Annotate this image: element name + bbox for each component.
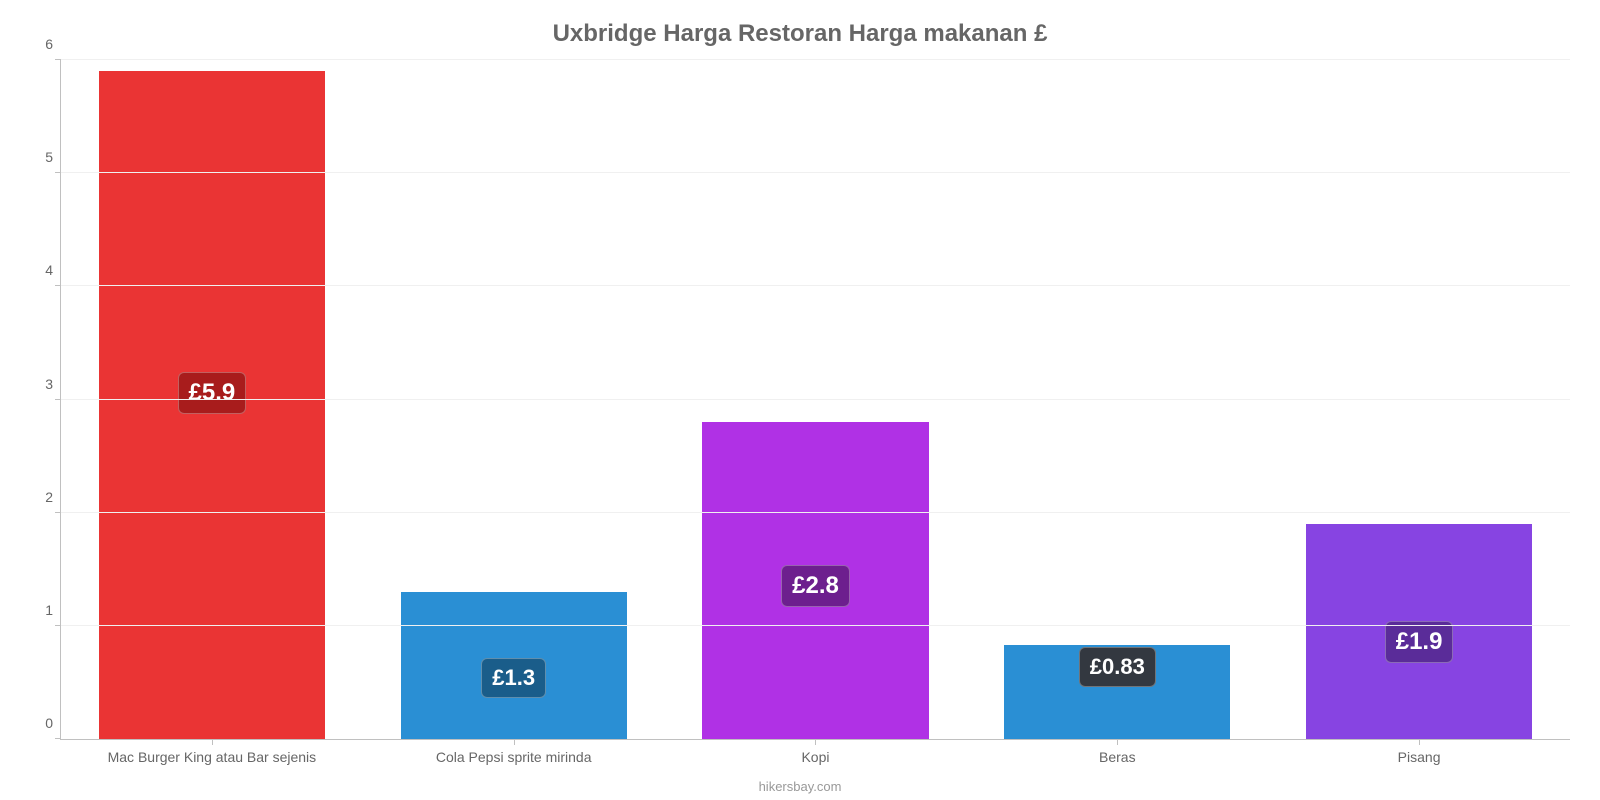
bars-group: £5.9Mac Burger King atau Bar sejenis£1.3…	[61, 60, 1570, 739]
bar-slot: £0.83Beras	[966, 60, 1268, 739]
bar: £2.8	[702, 422, 928, 739]
attribution-text: hikersbay.com	[0, 779, 1600, 794]
value-badge: £2.8	[781, 565, 850, 607]
gridline	[61, 285, 1570, 286]
ytick-mark	[55, 172, 61, 173]
bar: £1.9	[1306, 524, 1532, 739]
ytick-mark	[55, 512, 61, 513]
xtick-label: Pisang	[1398, 739, 1441, 765]
ytick-label: 5	[45, 149, 61, 165]
gridline	[61, 59, 1570, 60]
bar: £0.83	[1004, 645, 1230, 739]
value-badge: £5.9	[178, 372, 247, 414]
xtick-label: Kopi	[801, 739, 829, 765]
ytick-mark	[55, 625, 61, 626]
ytick-mark	[55, 399, 61, 400]
bar-slot: £1.3Cola Pepsi sprite mirinda	[363, 60, 665, 739]
value-badge: £1.9	[1385, 621, 1454, 663]
value-badge: £0.83	[1079, 647, 1156, 687]
ytick-label: 3	[45, 376, 61, 392]
chart-container: Uxbridge Harga Restoran Harga makanan £ …	[0, 0, 1600, 800]
bar-slot: £1.9Pisang	[1268, 60, 1570, 739]
bar-slot: £2.8Kopi	[665, 60, 967, 739]
ytick-label: 2	[45, 489, 61, 505]
xtick-label: Cola Pepsi sprite mirinda	[436, 739, 592, 765]
ytick-mark	[55, 285, 61, 286]
gridline	[61, 172, 1570, 173]
ytick-label: 0	[45, 715, 61, 731]
value-badge: £1.3	[481, 658, 546, 698]
gridline	[61, 625, 1570, 626]
plot-area: £5.9Mac Burger King atau Bar sejenis£1.3…	[60, 60, 1570, 740]
gridline	[61, 399, 1570, 400]
chart-title: Uxbridge Harga Restoran Harga makanan £	[0, 0, 1600, 48]
gridline	[61, 512, 1570, 513]
ytick-mark	[55, 738, 61, 739]
ytick-label: 4	[45, 262, 61, 278]
bar: £1.3	[401, 592, 627, 739]
bar-slot: £5.9Mac Burger King atau Bar sejenis	[61, 60, 363, 739]
xtick-label: Mac Burger King atau Bar sejenis	[108, 739, 317, 765]
ytick-mark	[55, 59, 61, 60]
ytick-label: 1	[45, 602, 61, 618]
ytick-label: 6	[45, 36, 61, 52]
xtick-label: Beras	[1099, 739, 1136, 765]
